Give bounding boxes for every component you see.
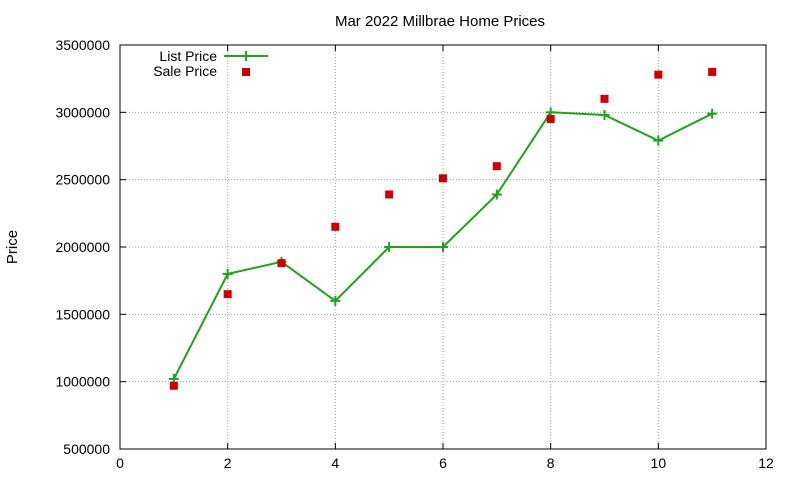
legend-marker-list-price [241, 51, 251, 61]
sale-price-point [708, 67, 717, 76]
y-tick-label: 1000000 [55, 374, 110, 390]
y-tick-label: 500000 [63, 441, 110, 457]
sale-price-point [169, 381, 178, 390]
x-tick-label: 8 [547, 455, 555, 471]
x-tick-label: 6 [439, 455, 447, 471]
list-price-point [707, 108, 718, 119]
series-layer [168, 67, 718, 390]
list-price-point [330, 295, 341, 306]
legend-label-list-price: List Price [159, 48, 217, 64]
sale-price-point [600, 94, 609, 103]
list-price-point [222, 268, 233, 279]
legend-marker-sale-price [242, 68, 250, 76]
y-tick-label: 2000000 [55, 239, 110, 255]
y-tick-label: 3500000 [55, 37, 110, 53]
x-tick-label: 12 [758, 455, 774, 471]
y-tick-label: 3000000 [55, 104, 110, 120]
x-tick-label: 4 [331, 455, 339, 471]
sale-price-point [546, 115, 555, 124]
sale-price-point [439, 174, 447, 183]
chart-title: Mar 2022 Millbrae Home Prices [335, 13, 545, 30]
legend-label-sale-price: Sale Price [153, 63, 217, 79]
x-tick-label: 10 [651, 455, 667, 471]
sale-price-point [654, 70, 663, 79]
y-tick-label: 1500000 [55, 306, 110, 322]
x-tick-label: 0 [116, 455, 124, 471]
legend: List Price Sale Price [153, 48, 268, 79]
list-price-point [438, 242, 448, 252]
sale-price-point [331, 222, 340, 231]
list-price-point [384, 242, 395, 252]
y-tick-label: 2500000 [55, 172, 110, 188]
list-price-point [491, 189, 502, 200]
sale-price-point [492, 162, 501, 171]
sale-price-point [223, 290, 232, 299]
y-axis-label: Price [4, 230, 21, 264]
sale-price-point [277, 259, 286, 268]
ticks-layer: 500000 1000000 1500000 2000000 2500000 300000… [55, 37, 774, 471]
x-tick-label: 2 [224, 455, 232, 471]
sale-price-point [385, 190, 394, 199]
list-price-point [653, 135, 664, 146]
list-price-point [599, 110, 610, 121]
